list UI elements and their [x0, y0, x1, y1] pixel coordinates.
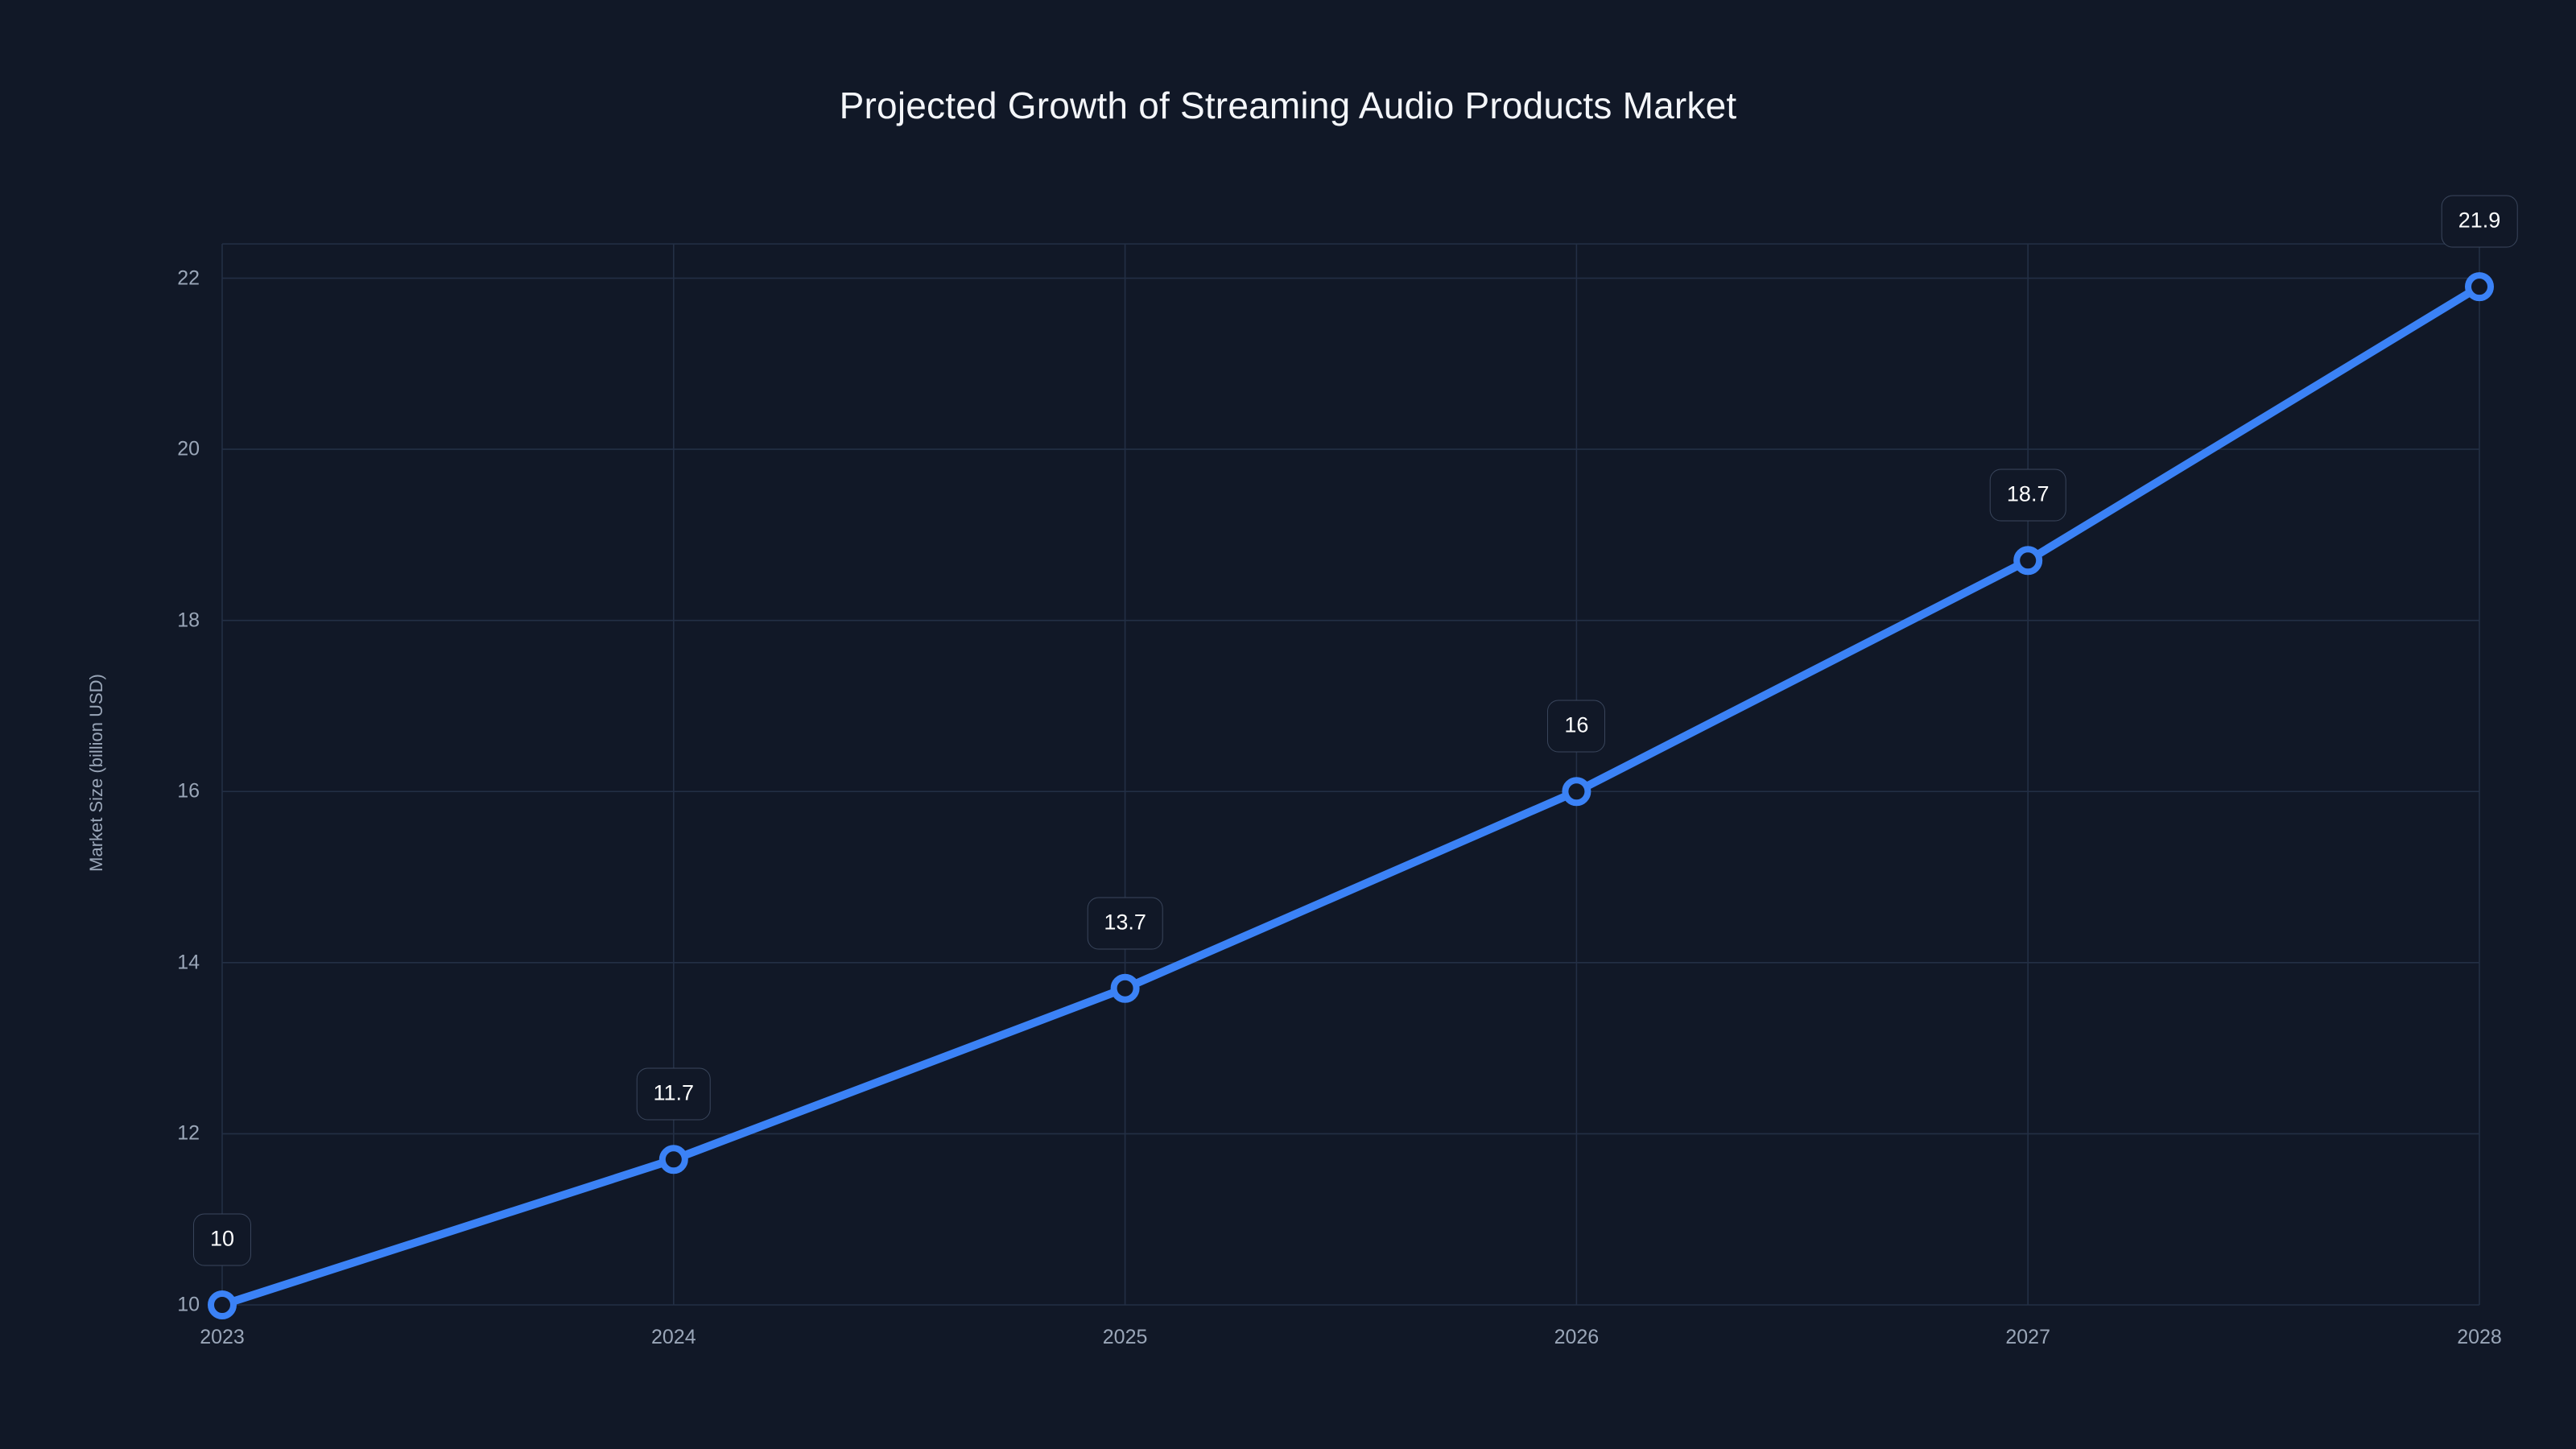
y-axis-tick-label: 10 — [177, 1293, 200, 1316]
x-axis-tick-label: 2027 — [2005, 1326, 2050, 1348]
data-point-value-label: 16 — [1547, 700, 1606, 753]
x-axis-tick-label: 2028 — [2457, 1326, 2502, 1348]
y-axis-tick-label: 20 — [177, 437, 200, 460]
chart-title: Projected Growth of Streaming Audio Prod… — [839, 85, 1737, 126]
y-axis-tick-label: 14 — [177, 951, 200, 974]
data-point-value-label: 21.9 — [2441, 195, 2518, 248]
data-line — [218, 283, 2483, 1309]
x-axis-tick-label: 2026 — [1554, 1326, 1600, 1348]
series-line-group — [218, 283, 2483, 1309]
data-point-value-label: 11.7 — [636, 1067, 712, 1121]
data-point-marker[interactable] — [1562, 777, 1591, 807]
y-axis-tick-label: 16 — [177, 779, 200, 803]
data-point-marker[interactable] — [2013, 546, 2043, 576]
gridlines-group — [221, 244, 2480, 1306]
y-axis-tick-label: 22 — [177, 266, 200, 290]
data-point-value-label: 13.7 — [1087, 897, 1163, 950]
x-axis-tick-label: 2023 — [200, 1326, 245, 1348]
series-markers-group — [208, 272, 2494, 1319]
data-point-value-label: 10 — [192, 1213, 252, 1266]
data-point-marker[interactable] — [2465, 272, 2494, 302]
data-point-marker[interactable] — [1110, 973, 1140, 1003]
y-axis-tick-label: 18 — [177, 609, 200, 632]
data-point-marker[interactable] — [208, 1290, 237, 1319]
y-axis-tick-label: 12 — [177, 1121, 200, 1145]
x-axis-tick-label: 2025 — [1102, 1326, 1148, 1348]
data-point-value-label: 18.7 — [1989, 469, 2066, 522]
data-point-marker[interactable] — [658, 1145, 688, 1174]
x-axis-tick-label: 2024 — [650, 1326, 696, 1348]
